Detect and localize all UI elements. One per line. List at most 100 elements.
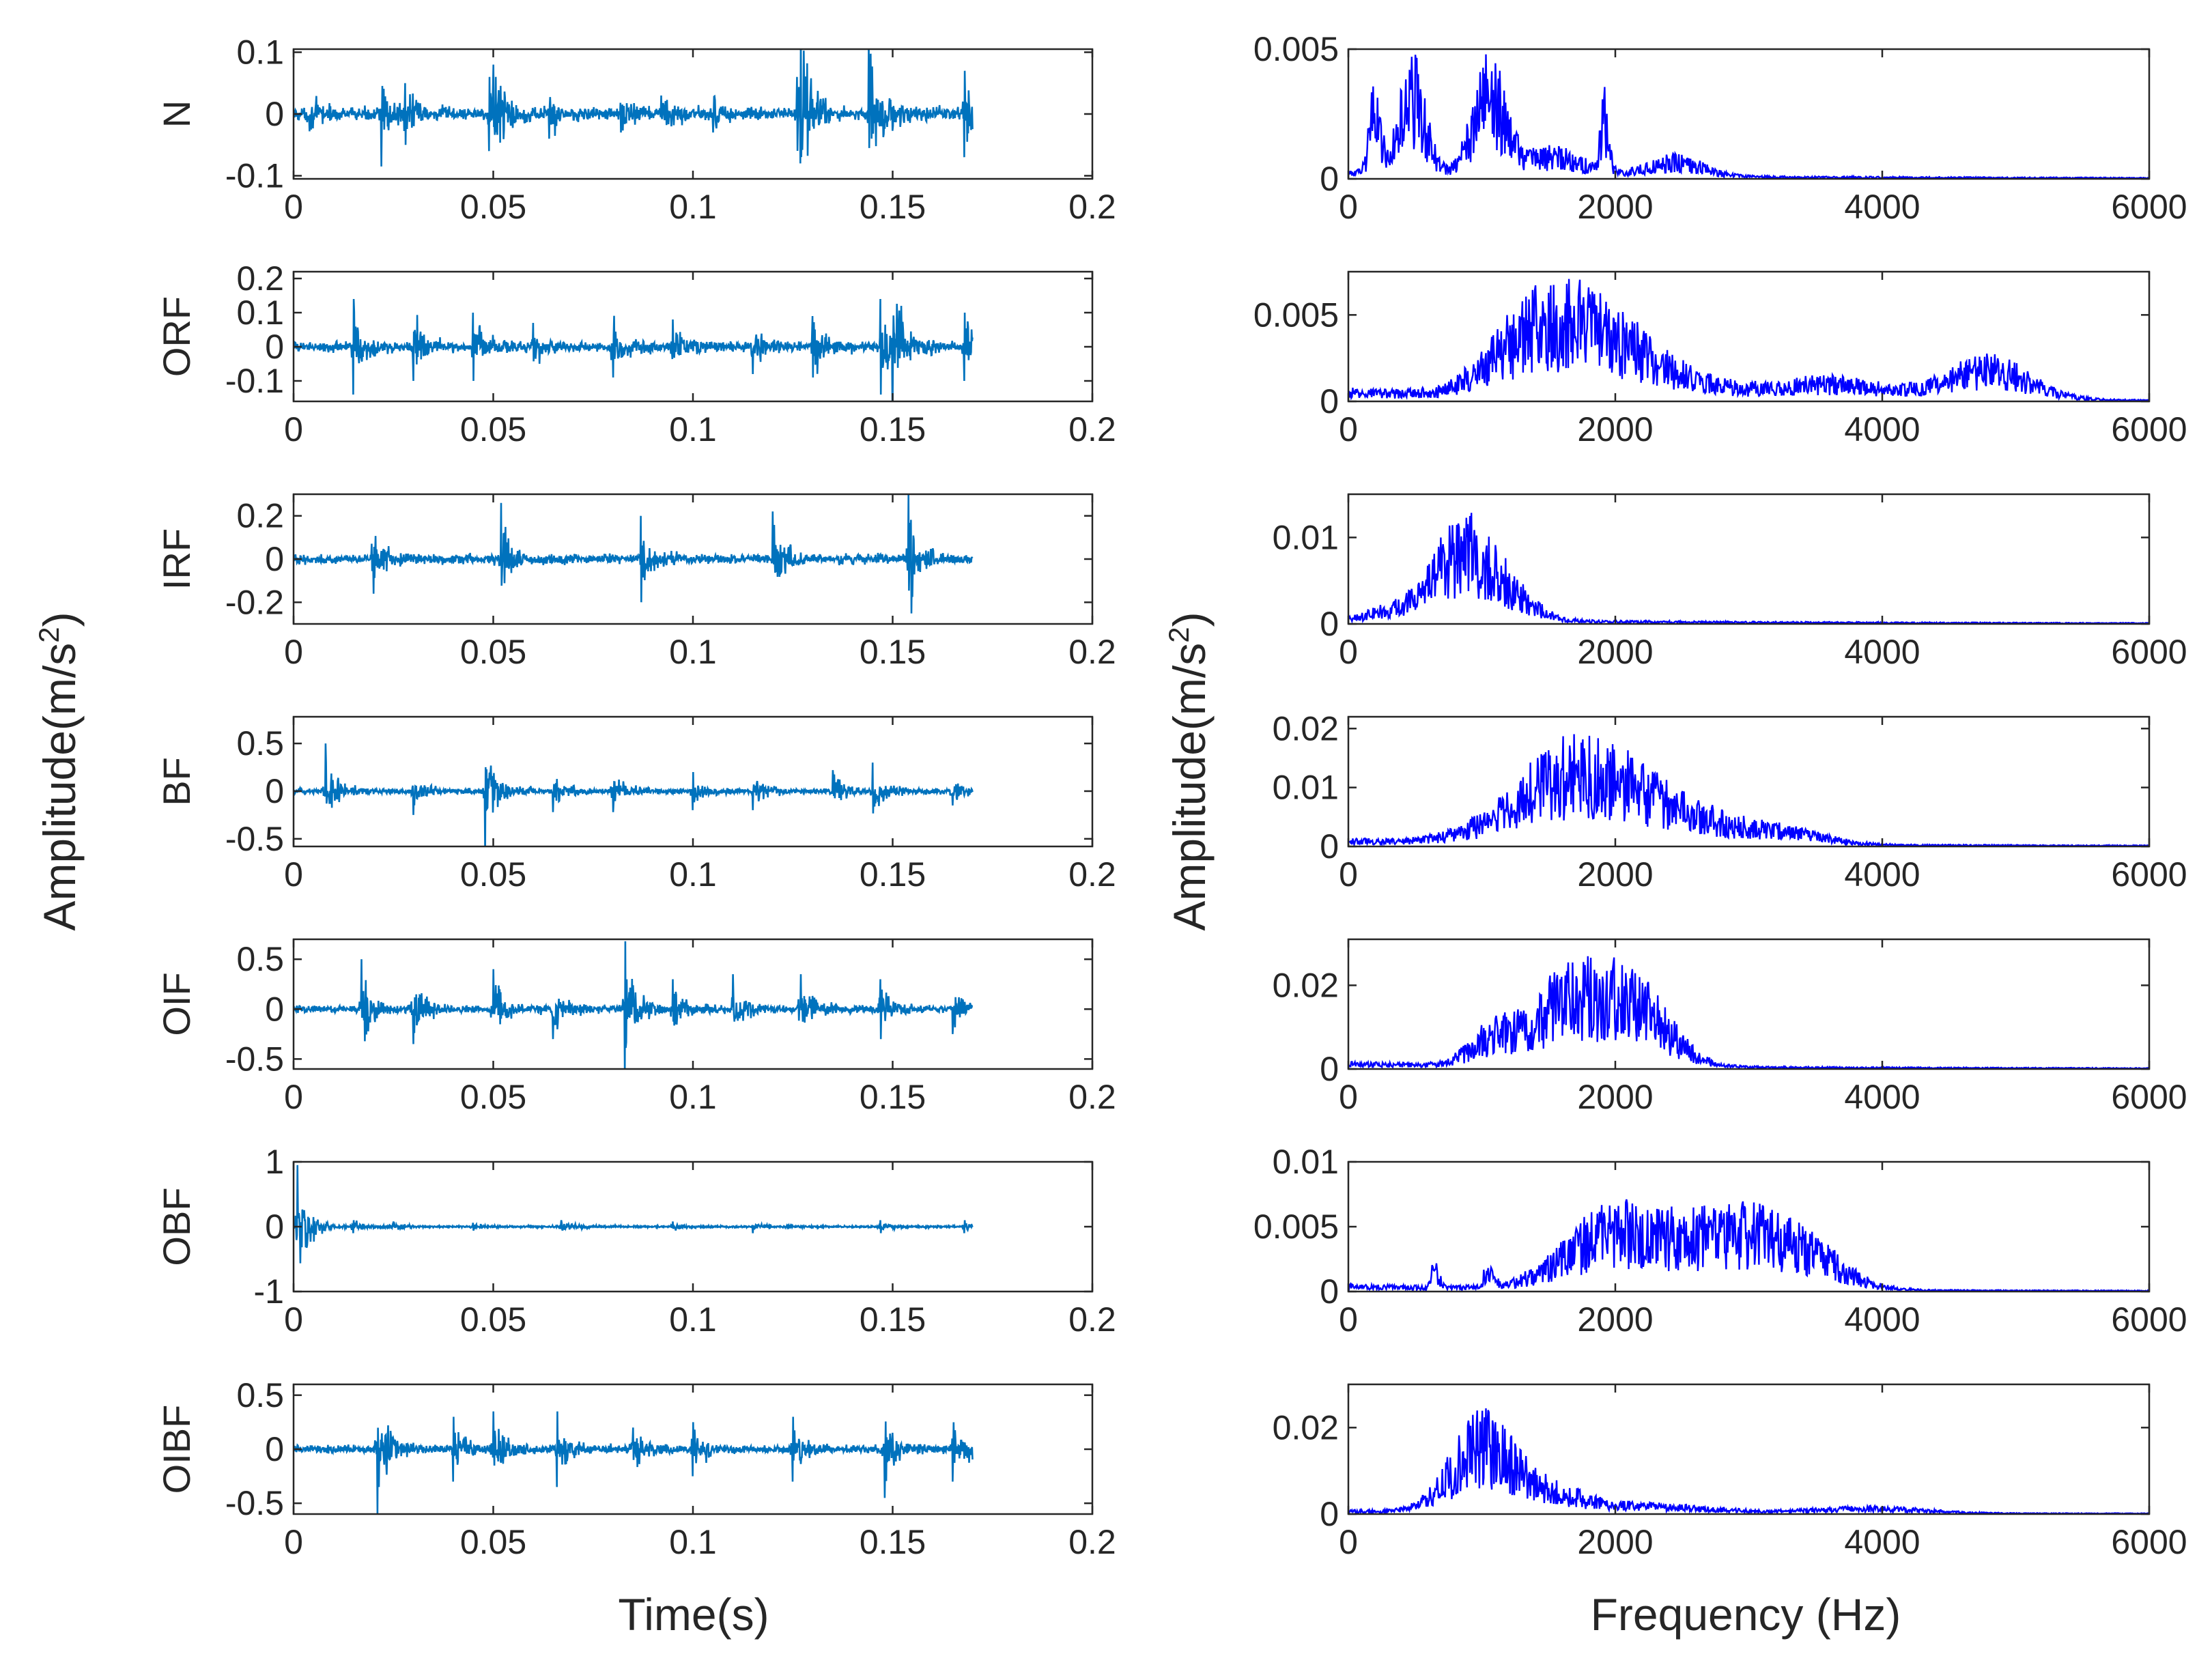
spectrum-signal-irf	[1348, 513, 2149, 624]
freq-x-tick-label: 4000	[1844, 188, 1920, 226]
time-y-tick-label: 0.5	[236, 1376, 284, 1414]
time-x-tick-label: 0.15	[860, 855, 926, 894]
time-x-tick-label: 0	[284, 1300, 303, 1339]
spectrum-signal-obf	[1348, 1199, 2149, 1292]
time-x-tick-label: 0.05	[460, 1300, 526, 1339]
time-y-tick-label: 1	[265, 1143, 284, 1181]
time-amplitude-label-text: Amplitude(m/s	[34, 643, 85, 931]
time-x-tick-label: 0.2	[1068, 1300, 1116, 1339]
time-signal-oibf	[294, 1411, 974, 1514]
spectrum-axes-obf	[1347, 1160, 2151, 1293]
time-y-tick-label: 0.5	[236, 724, 284, 762]
time-x-label: Time(s)	[618, 1589, 769, 1640]
time-y-tick-label: 0	[265, 1430, 284, 1468]
time-y-tick-label: -1	[254, 1272, 284, 1311]
freq-y-tick-label: 0.02	[1273, 1408, 1339, 1446]
time-x-tick-label: 0.1	[669, 188, 717, 226]
freq-x-tick-label: 0	[1339, 1300, 1358, 1339]
freq-x-tick-label: 6000	[2111, 855, 2187, 894]
time-y-tick-label: 0	[265, 540, 284, 578]
spectrum-axes-oif	[1347, 938, 2151, 1070]
freq-x-tick-label: 0	[1339, 410, 1358, 448]
time-x-tick-label: 0.2	[1068, 188, 1116, 226]
freq-x-tick-label: 6000	[2111, 188, 2187, 226]
freq-y-tick-label: 0.01	[1273, 518, 1339, 556]
time-x-tick-label: 0	[284, 1078, 303, 1116]
freq-x-tick-label: 2000	[1577, 1300, 1653, 1339]
freq-amplitude-label-text: Amplitude(m/s	[1164, 643, 1215, 931]
time-x-tick-label: 0.15	[860, 188, 926, 226]
spectrum-axes-n	[1347, 48, 2151, 180]
freq-x-tick-label: 4000	[1844, 410, 1920, 448]
freq-x-tick-label: 4000	[1844, 633, 1920, 671]
freq-y-tick-label: 0.02	[1273, 709, 1339, 747]
row-n: 0 0.05 0.1 0.15 0.2-0.100.1N0 2000 4000 600000.…	[155, 30, 2187, 226]
freq-x-tick-label: 0	[1339, 633, 1358, 671]
freq-x-tick-label: 0	[1339, 855, 1358, 894]
time-y-tick-label: -0.5	[225, 820, 284, 858]
time-signal-orf	[294, 298, 974, 401]
time-x-tick-label: 0	[284, 188, 303, 226]
time-x-tick-label: 0	[284, 633, 303, 671]
freq-y-tick-label: 0	[1320, 382, 1339, 420]
frequency-x-label: Frequency (Hz)	[1591, 1589, 1901, 1640]
time-amplitude-label: Amplitude(m/s2)	[33, 612, 85, 930]
time-y-tick-label: 0.1	[236, 33, 284, 72]
time-x-tick-label: 0.15	[860, 410, 926, 448]
time-y-tick-label: -0.5	[225, 1040, 284, 1078]
time-x-tick-label: 0.15	[860, 1523, 926, 1561]
time-y-tick-label: -0.1	[225, 156, 284, 195]
time-x-tick-label: 0.05	[460, 188, 526, 226]
freq-y-tick-label: 0.01	[1273, 1143, 1339, 1181]
freq-x-tick-label: 6000	[2111, 1300, 2187, 1339]
time-y-tick-label: 0	[265, 1208, 284, 1246]
time-y-tick-label: 0.5	[236, 940, 284, 978]
condition-label-bf: BF	[155, 757, 198, 806]
freq-y-tick-label: 0	[1320, 827, 1339, 866]
time-amplitude-label-exp: 2	[33, 627, 65, 642]
freq-x-tick-label: 2000	[1577, 633, 1653, 671]
time-axes-oif	[292, 938, 1094, 1070]
freq-x-tick-label: 0	[1339, 1078, 1358, 1116]
freq-x-tick-label: 0	[1339, 188, 1358, 226]
time-x-tick-label: 0.1	[669, 1078, 717, 1116]
time-y-tick-label: 0.1	[236, 294, 284, 332]
time-x-tick-label: 0.05	[460, 1078, 526, 1116]
freq-x-tick-label: 4000	[1844, 1523, 1920, 1561]
freq-x-tick-label: 4000	[1844, 1300, 1920, 1339]
spectrum-axes-irf	[1347, 493, 2151, 625]
panels: 0 0.05 0.1 0.15 0.2-0.100.1N0 2000 4000 600000.…	[155, 30, 2187, 1561]
time-signal-oif	[294, 941, 974, 1069]
freq-y-tick-label: 0.005	[1253, 296, 1339, 334]
time-y-tick-label: 0	[265, 990, 284, 1028]
freq-x-tick-label: 6000	[2111, 410, 2187, 448]
spectrum-axes-orf	[1347, 270, 2151, 403]
time-signal-n	[294, 49, 974, 167]
freq-amplitude-label-exp: 2	[1163, 627, 1195, 642]
spectrum-signal-bf	[1348, 734, 2149, 846]
freq-y-tick-label: 0	[1320, 1050, 1339, 1088]
time-y-tick-label: 0	[265, 95, 284, 133]
freq-y-tick-label: 0	[1320, 1495, 1339, 1533]
time-x-tick-label: 0.1	[669, 1300, 717, 1339]
time-x-tick-label: 0.1	[669, 633, 717, 671]
spectrum-signal-orf	[1348, 279, 2149, 401]
spectrum-signal-n	[1348, 54, 2149, 179]
freq-x-tick-label: 0	[1339, 1523, 1358, 1561]
freq-amplitude-label: Amplitude(m/s2)	[1163, 612, 1215, 930]
time-x-tick-label: 0.05	[460, 410, 526, 448]
time-signal-obf	[294, 1165, 974, 1264]
time-x-tick-label: 0.05	[460, 633, 526, 671]
time-signal-irf	[294, 494, 974, 614]
freq-y-tick-label: 0.005	[1253, 30, 1339, 68]
freq-amplitude-label-close: )	[1164, 612, 1215, 627]
time-x-tick-label: 0.05	[460, 1523, 526, 1561]
time-x-tick-label: 0.1	[669, 410, 717, 448]
time-y-tick-label: -0.1	[225, 362, 284, 400]
